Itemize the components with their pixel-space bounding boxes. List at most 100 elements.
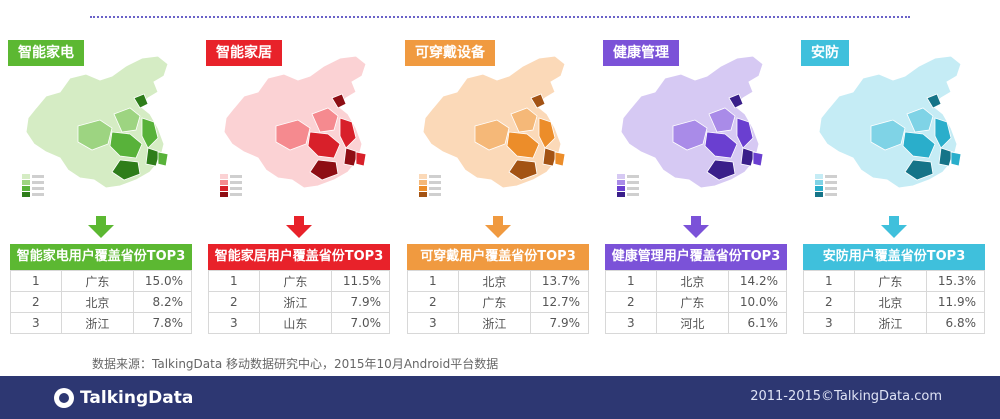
category-header: 安防 [801,40,849,66]
arrow-down-icon [881,216,907,238]
table-row: 3 浙江 7.9% [407,312,589,334]
rank-cell: 1 [605,270,657,292]
map-legend [419,174,441,197]
china-map [617,55,764,197]
province-cell: 山东 [258,312,333,334]
province-cell: 北京 [60,291,135,313]
top3-rows: 1 广东 11.5% 2 浙江 7.9% 3 山东 7.0% [208,270,390,334]
province-cell: 河北 [655,312,730,334]
map-legend [22,174,44,197]
rank-cell: 2 [208,291,260,313]
rank-cell: 1 [803,270,855,292]
percent-cell: 7.9% [530,312,589,334]
table-row: 2 广东 10.0% [605,291,787,313]
top3-table: 健康管理用户覆盖省份TOP3 1 北京 14.2% 2 广东 10.0% 3 [605,244,787,334]
footer-bar: TalkingData 2011-2015©TalkingData.com [0,376,1000,419]
arrow-down-icon [88,216,114,238]
rank-cell: 1 [208,270,260,292]
table-row: 1 北京 13.7% [407,270,589,292]
percent-cell: 11.9% [926,291,985,313]
copyright-text: 2011-2015©TalkingData.com [750,389,942,404]
province-cell: 广东 [258,270,333,292]
arrow-down-icon [485,216,511,238]
top3-rows: 1 北京 14.2% 2 广东 10.0% 3 河北 6.1% [605,270,787,334]
percent-cell: 10.0% [728,291,787,313]
province-cell: 广东 [655,291,730,313]
table-title: 安防用户覆盖省份TOP3 [803,244,985,270]
arrow-down-icon [286,216,312,238]
table-row: 1 广东 15.0% [10,270,192,292]
table-row: 1 北京 14.2% [605,270,787,292]
talkingdata-logo[interactable]: TalkingData [54,386,193,410]
percent-cell: 7.9% [331,291,390,313]
rank-cell: 2 [803,291,855,313]
percent-cell: 12.7% [530,291,589,313]
rank-cell: 3 [10,312,62,334]
top3-rows: 1 北京 13.7% 2 广东 12.7% 3 浙江 7.9% [407,270,589,334]
category-header: 可穿戴设备 [405,40,495,66]
rank-cell: 1 [407,270,459,292]
table-row: 2 北京 11.9% [803,291,985,313]
province-cell: 浙江 [457,312,532,334]
category-header: 智能家电 [8,40,84,66]
rank-cell: 3 [407,312,459,334]
top3-table: 智能家电用户覆盖省份TOP3 1 广东 15.0% 2 北京 8.2% 3 [10,244,192,334]
rank-cell: 3 [208,312,260,334]
table-row: 3 河北 6.1% [605,312,787,334]
percent-cell: 13.7% [530,270,589,292]
province-cell: 广东 [853,270,928,292]
province-cell: 北京 [853,291,928,313]
percent-cell: 15.0% [133,270,192,292]
category-panel: 安防 安防用户覆盖省份TOP3 1 广东 15.3% 2 北京 11.9% [801,40,987,334]
top3-rows: 1 广东 15.3% 2 北京 11.9% 3 浙江 6.8% [803,270,985,334]
china-map [22,55,169,197]
category-panel: 智能家居 智能家居用户覆盖省份TOP3 1 广东 11.5% 2 浙江 7.9% [206,40,392,334]
logo-text: TalkingData [80,388,194,408]
percent-cell: 6.1% [728,312,787,334]
table-row: 2 北京 8.2% [10,291,192,313]
china-map [419,55,566,197]
data-source-note: 数据来源：TalkingData 移动数据研究中心，2015年10月Androi… [92,357,499,371]
percent-cell: 14.2% [728,270,787,292]
percent-cell: 7.0% [331,312,390,334]
rank-cell: 3 [803,312,855,334]
top3-rows: 1 广东 15.0% 2 北京 8.2% 3 浙江 7.8% [10,270,192,334]
province-cell: 广东 [457,291,532,313]
rank-cell: 1 [10,270,62,292]
province-cell: 北京 [655,270,730,292]
map-legend [815,174,837,197]
table-title: 可穿戴用户覆盖省份TOP3 [407,244,589,270]
table-row: 3 山东 7.0% [208,312,390,334]
percent-cell: 7.8% [133,312,192,334]
map-legend [617,174,639,197]
top3-table: 智能家居用户覆盖省份TOP3 1 广东 11.5% 2 浙江 7.9% 3 [208,244,390,334]
dotted-divider [90,16,910,18]
province-cell: 浙江 [853,312,928,334]
percent-cell: 11.5% [331,270,390,292]
arrow-down-icon [683,216,709,238]
china-map [220,55,367,197]
top3-table: 安防用户覆盖省份TOP3 1 广东 15.3% 2 北京 11.9% 3 [803,244,985,334]
province-cell: 广东 [60,270,135,292]
rank-cell: 2 [10,291,62,313]
map-legend [220,174,242,197]
table-row: 2 浙江 7.9% [208,291,390,313]
rank-cell: 2 [605,291,657,313]
percent-cell: 6.8% [926,312,985,334]
category-panel: 可穿戴设备 可穿戴用户覆盖省份TOP3 1 北京 13.7% 2 广东 12.7… [405,40,591,334]
rank-cell: 3 [605,312,657,334]
table-row: 1 广东 11.5% [208,270,390,292]
table-row: 1 广东 15.3% [803,270,985,292]
table-title: 健康管理用户覆盖省份TOP3 [605,244,787,270]
category-panel: 健康管理 健康管理用户覆盖省份TOP3 1 北京 14.2% 2 广东 10.0… [603,40,789,334]
top3-table: 可穿戴用户覆盖省份TOP3 1 北京 13.7% 2 广东 12.7% 3 [407,244,589,334]
province-cell: 浙江 [60,312,135,334]
category-header: 健康管理 [603,40,679,66]
percent-cell: 8.2% [133,291,192,313]
table-title: 智能家电用户覆盖省份TOP3 [10,244,192,270]
table-row: 3 浙江 7.8% [10,312,192,334]
table-row: 2 广东 12.7% [407,291,589,313]
logo-icon [54,388,74,408]
table-title: 智能家居用户覆盖省份TOP3 [208,244,390,270]
table-row: 3 浙江 6.8% [803,312,985,334]
